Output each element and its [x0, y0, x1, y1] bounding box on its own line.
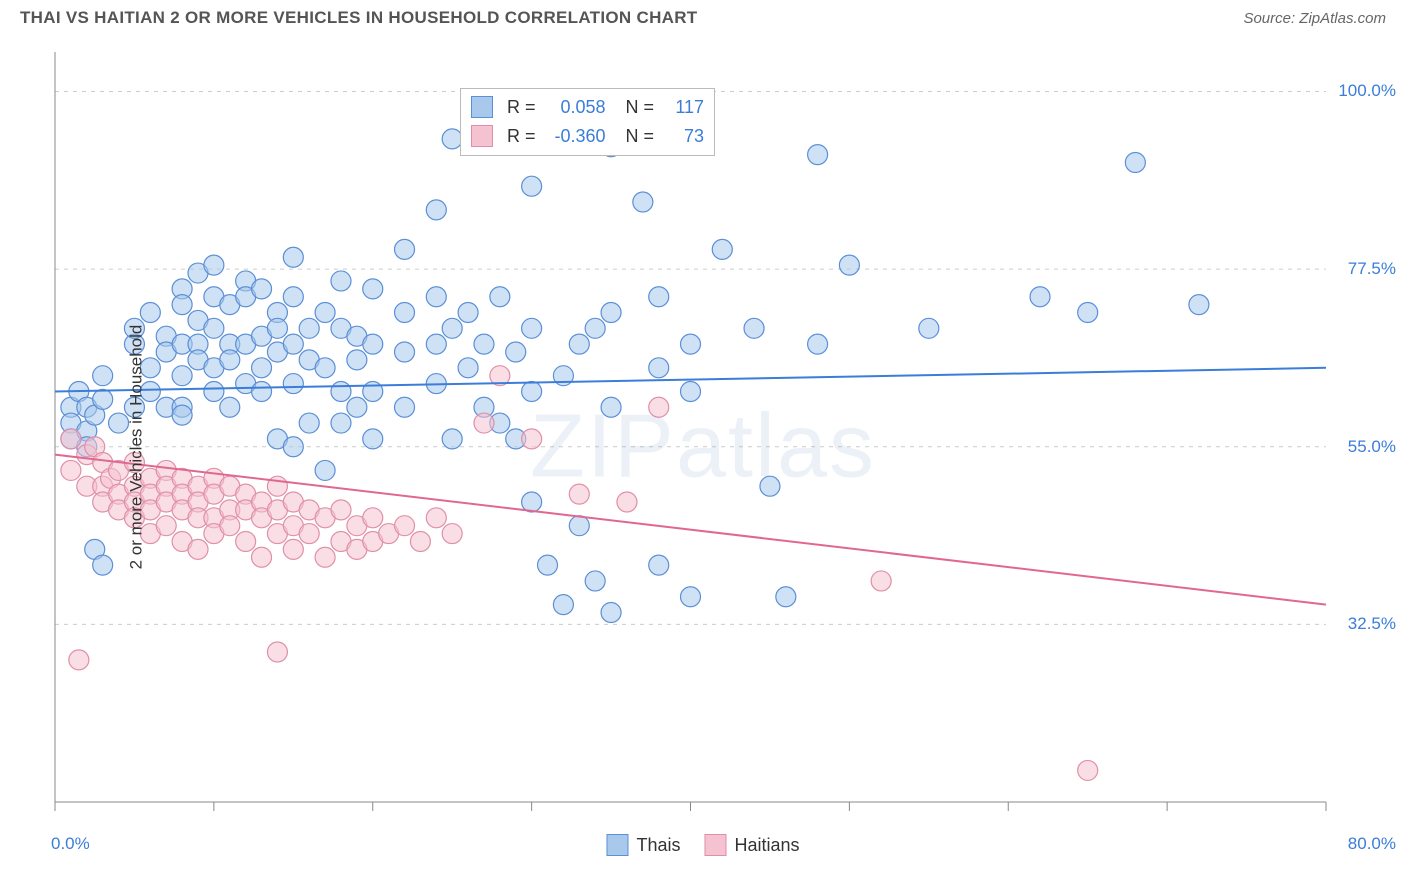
y-tick-label: 77.5% [1348, 259, 1396, 279]
chart-container: 2 or more Vehicles in Household ZIPatlas… [0, 32, 1406, 862]
legend-swatch-thais [471, 96, 493, 118]
x-tick-label: 0.0% [51, 834, 90, 854]
r-value: -0.360 [546, 122, 606, 151]
y-tick-label: 32.5% [1348, 614, 1396, 634]
legend-swatch-haitians [471, 125, 493, 147]
y-tick-label: 100.0% [1338, 81, 1396, 101]
r-label: R = [507, 122, 536, 151]
series-legend: Thais Haitians [606, 834, 799, 856]
source-label: Source: ZipAtlas.com [1243, 10, 1386, 27]
legend-item: Haitians [704, 834, 799, 856]
legend-item: Thais [606, 834, 680, 856]
legend-swatch-haitians [704, 834, 726, 856]
scatter-plot [0, 32, 1406, 862]
r-value: 0.058 [546, 93, 606, 122]
n-value: 73 [664, 122, 704, 151]
r-label: R = [507, 93, 536, 122]
legend-label: Haitians [734, 835, 799, 856]
legend-row: R = 0.058 N = 117 [471, 93, 704, 122]
y-axis-label: 2 or more Vehicles in Household [126, 325, 146, 570]
n-label: N = [626, 122, 655, 151]
n-value: 117 [664, 93, 704, 122]
legend-swatch-thais [606, 834, 628, 856]
n-label: N = [626, 93, 655, 122]
x-tick-label: 80.0% [1348, 834, 1396, 854]
correlation-legend: R = 0.058 N = 117 R = -0.360 N = 73 [460, 88, 715, 156]
chart-title: THAI VS HAITIAN 2 OR MORE VEHICLES IN HO… [20, 8, 698, 28]
legend-row: R = -0.360 N = 73 [471, 122, 704, 151]
legend-label: Thais [636, 835, 680, 856]
y-tick-label: 55.0% [1348, 437, 1396, 457]
